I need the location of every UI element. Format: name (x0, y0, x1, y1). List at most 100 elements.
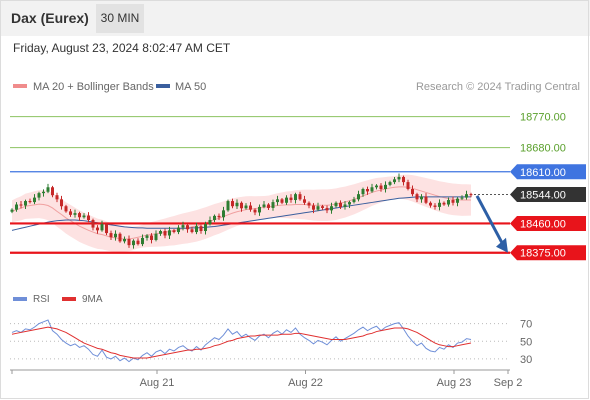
candle-body (384, 184, 387, 189)
candle-body (118, 233, 122, 242)
candle-body (420, 196, 423, 200)
candle-body (375, 185, 378, 188)
candle-body (429, 202, 432, 206)
candle-body (330, 206, 333, 211)
candle-body (442, 202, 446, 205)
candle-body (186, 225, 189, 230)
candle-body (253, 209, 257, 213)
candle-body (15, 204, 18, 210)
forecast-arrow-head (496, 237, 508, 253)
candle-body (280, 199, 284, 203)
candle-body (96, 227, 99, 231)
candle-body (60, 199, 63, 207)
candle-body (325, 207, 329, 211)
candle-body (145, 235, 149, 238)
candle-body (298, 194, 302, 200)
candle-body (262, 204, 266, 207)
candle-body (100, 224, 104, 231)
legend-swatch-ma50 (156, 84, 170, 88)
candle-body (132, 240, 135, 246)
candle-body (289, 197, 293, 201)
candle-body (168, 230, 171, 236)
level-tag-last (510, 187, 586, 203)
candle-body (87, 215, 90, 220)
candle-body (109, 233, 113, 238)
candle-body (213, 215, 216, 220)
timeframe-button[interactable]: 30 MIN (96, 4, 144, 33)
legend-label-ma50: MA 50 (175, 81, 206, 93)
candle-body (352, 199, 356, 203)
candle-body (469, 194, 473, 196)
rsi-line (11, 319, 472, 363)
rsi-legend: RSI 9MA (13, 294, 103, 305)
candle-body (460, 197, 464, 199)
candle-body (204, 224, 207, 232)
candle-body (402, 176, 405, 183)
candle-body (33, 197, 36, 203)
candle-body (154, 233, 158, 240)
candle-body (370, 187, 374, 192)
candle-body (231, 201, 234, 207)
time-tick-label: Aug 23 (437, 377, 472, 389)
candle-body (73, 213, 77, 215)
bollinger-band-layer (12, 174, 471, 252)
forecast-arrow-shaft (475, 195, 505, 246)
candle-body (150, 235, 153, 240)
candle-body (240, 202, 243, 209)
time-tick-label: Sep 2 (494, 377, 523, 389)
candle-body (69, 211, 72, 215)
candle-body (141, 237, 144, 245)
candle-body (433, 205, 437, 207)
time-tick-label: Aug 21 (140, 377, 175, 389)
candle-body (415, 194, 419, 200)
rsi-legend-label: RSI (33, 294, 50, 305)
rsi-panel: 70 50 30 (10, 319, 532, 366)
candle-body (127, 238, 131, 246)
chart-legend: MA 20 + Bollinger Bands MA 50 Research ©… (13, 81, 580, 93)
candle-body (42, 191, 45, 194)
candle-body (159, 231, 162, 234)
candle-body (294, 194, 297, 201)
candle-body (312, 205, 315, 210)
candle-body (361, 189, 365, 195)
time-axis: Aug 21 Aug 22 Aug 23 Sep 2 (10, 369, 523, 389)
level-label-last: 18544.00 (520, 190, 566, 202)
candle-body (316, 206, 320, 210)
candle-body (307, 202, 311, 206)
bollinger-band (12, 174, 471, 252)
candle-body (222, 210, 225, 218)
candle-body (51, 187, 54, 196)
candle-body (172, 230, 176, 233)
candle-body (46, 187, 50, 192)
candle-body (37, 193, 41, 198)
candle-body (343, 204, 347, 207)
level-tag-resistance (510, 164, 586, 180)
candle-body (235, 202, 239, 207)
legend-label-ma20: MA 20 + Bollinger Bands (33, 81, 154, 93)
candle-body (357, 194, 360, 200)
candle-body (276, 199, 279, 203)
candle-body (267, 204, 270, 208)
candle-body (19, 204, 23, 206)
candle-body (348, 202, 351, 205)
candle-body (321, 206, 324, 208)
candle-body (199, 226, 203, 232)
candle-body (379, 185, 383, 189)
credit-text: Research © 2024 Trading Central (416, 81, 580, 93)
candle-body (249, 205, 252, 210)
candle-body (334, 202, 338, 207)
rsi-tick-label: 70 (520, 319, 532, 331)
forecast-arrow-layer (475, 195, 508, 253)
time-tick-label: Aug 22 (288, 377, 323, 389)
level-label-target: 18770.00 (520, 112, 566, 124)
candle-body (226, 201, 230, 211)
candle-body (271, 202, 275, 208)
candle-body (406, 182, 410, 189)
timestamp: Friday, August 23, 2024 8:02:47 AM CET (13, 41, 231, 55)
chart-header: Dax (Eurex) 30 MIN (0, 0, 590, 36)
candle-body (303, 199, 306, 203)
candle-body (397, 176, 401, 180)
candle-body (393, 179, 396, 183)
candle-body (388, 182, 392, 185)
